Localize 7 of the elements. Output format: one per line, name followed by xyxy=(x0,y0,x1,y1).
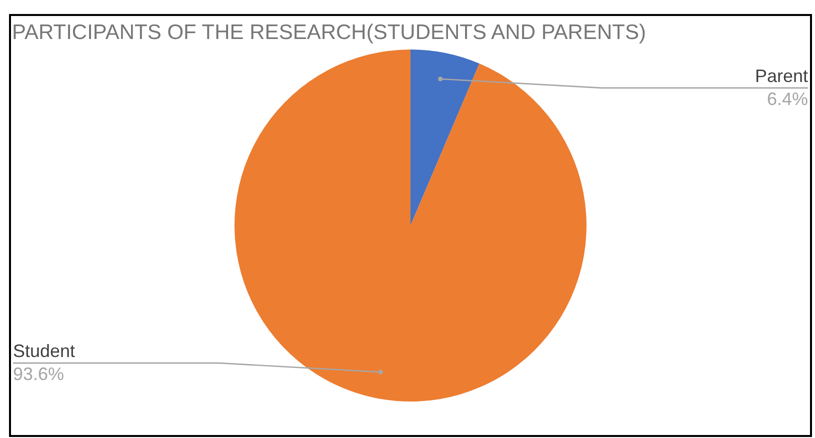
data-label: 6.4% xyxy=(766,88,808,109)
slice-label: Student xyxy=(13,341,76,362)
slice-label: Parent xyxy=(754,66,808,86)
pie-slice xyxy=(410,50,480,226)
chart-title: PARTICIPANTS OF THE RESEARCH(STUDENTS AND PARENTS) xyxy=(12,21,646,44)
data-label: 93.6% xyxy=(13,364,64,384)
pie-slice xyxy=(234,50,586,402)
